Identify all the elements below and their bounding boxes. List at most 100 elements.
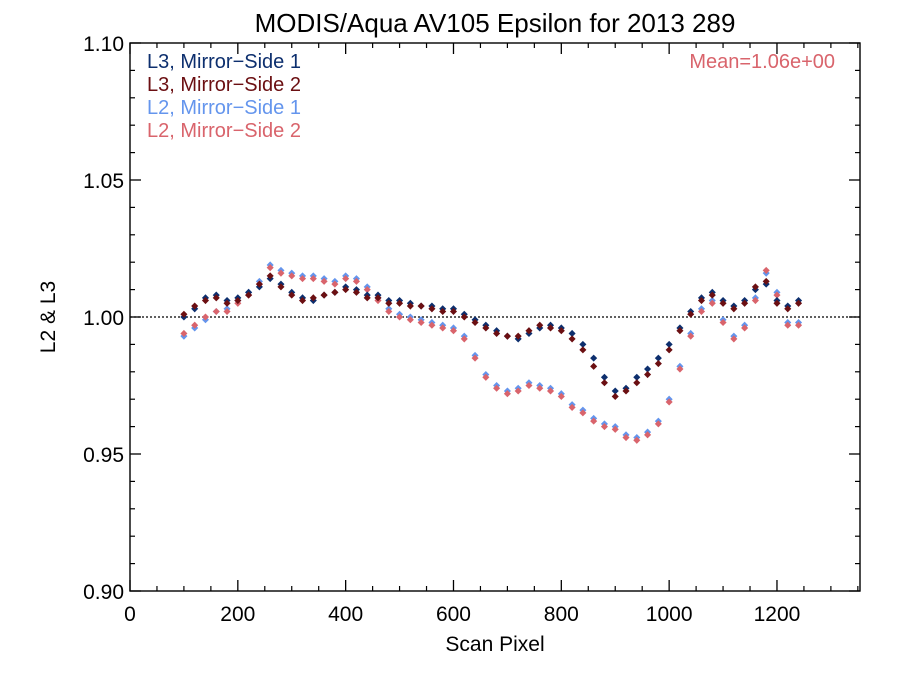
data-point [482, 324, 490, 332]
data-point [309, 275, 317, 283]
data-point [460, 313, 468, 321]
data-point [687, 310, 695, 318]
x-tick-label: 800 [544, 603, 579, 626]
data-point [234, 297, 242, 305]
data-point [644, 371, 652, 379]
data-point [331, 280, 339, 288]
y-tick-label: 1.10 [83, 33, 124, 56]
x-tick-label: 400 [328, 603, 363, 626]
data-point [557, 327, 565, 335]
data-point [212, 294, 220, 302]
data-point [417, 302, 425, 310]
data-point [611, 425, 619, 433]
data-point [385, 299, 393, 307]
data-point [762, 266, 770, 274]
data-point [180, 310, 188, 318]
data-points [180, 261, 803, 444]
data-point [546, 324, 555, 332]
data-point [665, 346, 673, 354]
data-point [600, 379, 608, 387]
x-tick-label: 200 [220, 603, 255, 626]
data-point [600, 373, 608, 381]
data-point [622, 434, 630, 442]
data-point [180, 329, 188, 337]
series-1 [180, 272, 803, 400]
data-point [482, 373, 490, 381]
data-point [697, 307, 706, 316]
data-point [223, 307, 231, 316]
data-point [644, 431, 652, 439]
data-point [665, 340, 673, 348]
data-point [439, 307, 447, 316]
data-point [730, 305, 738, 313]
data-point [493, 384, 501, 392]
data-point [331, 288, 339, 296]
data-point [568, 335, 576, 343]
data-point [342, 286, 350, 294]
data-point [762, 277, 770, 285]
data-point [795, 299, 803, 307]
data-point [342, 275, 350, 283]
data-point [363, 286, 371, 294]
data-point [708, 299, 716, 307]
data-point [503, 332, 511, 340]
data-point [255, 280, 263, 288]
data-point [795, 321, 803, 329]
data-point [320, 277, 328, 285]
data-point [396, 299, 404, 307]
y-tick-label: 1.05 [83, 170, 124, 193]
data-point [687, 332, 695, 340]
legend-entry: L2, Mirror−Side 1 [147, 97, 301, 119]
data-point [633, 379, 641, 387]
x-tick-label: 1200 [754, 603, 801, 626]
legend-entry: L3, Mirror−Side 2 [147, 74, 301, 96]
data-point [590, 362, 598, 370]
chart-title: MODIS/Aqua AV105 Epsilon for 2013 289 [255, 8, 736, 38]
series-0 [180, 275, 803, 395]
data-point [514, 387, 522, 395]
y-tick-label: 0.95 [83, 444, 124, 467]
data-point [784, 305, 792, 313]
data-point [363, 294, 371, 302]
data-point [201, 313, 210, 321]
data-point [751, 283, 759, 291]
data-point [266, 272, 274, 280]
data-point [611, 392, 619, 400]
data-point [622, 387, 630, 395]
data-point [557, 392, 565, 400]
data-point [633, 436, 641, 444]
data-point [352, 288, 360, 296]
data-point [784, 321, 792, 329]
data-point [352, 277, 360, 285]
legend-entry: L3, Mirror−Side 1 [147, 51, 301, 73]
data-point [665, 398, 673, 406]
data-point [568, 329, 576, 337]
y-tick-label: 1.00 [83, 307, 124, 330]
data-point [428, 305, 436, 313]
data-point [719, 318, 727, 327]
data-point [288, 272, 296, 280]
data-point [525, 327, 533, 335]
data-point [773, 291, 781, 299]
data-point [385, 307, 393, 316]
data-point [579, 409, 587, 417]
data-point [741, 324, 749, 332]
data-point [439, 324, 447, 332]
data-point [676, 327, 684, 335]
data-point [546, 387, 555, 395]
data-point [719, 299, 727, 307]
y-tick-label: 0.90 [83, 581, 124, 604]
data-point [536, 384, 544, 392]
data-point [503, 390, 511, 398]
x-tick-label: 1000 [646, 603, 693, 626]
data-point [449, 307, 458, 316]
data-point [600, 423, 608, 431]
data-point [654, 420, 662, 428]
x-axis-label: Scan Pixel [445, 633, 544, 656]
data-point [309, 294, 317, 302]
data-point [644, 365, 652, 373]
data-point [611, 387, 619, 395]
data-point [320, 291, 328, 299]
x-tick-label: 600 [436, 603, 471, 626]
